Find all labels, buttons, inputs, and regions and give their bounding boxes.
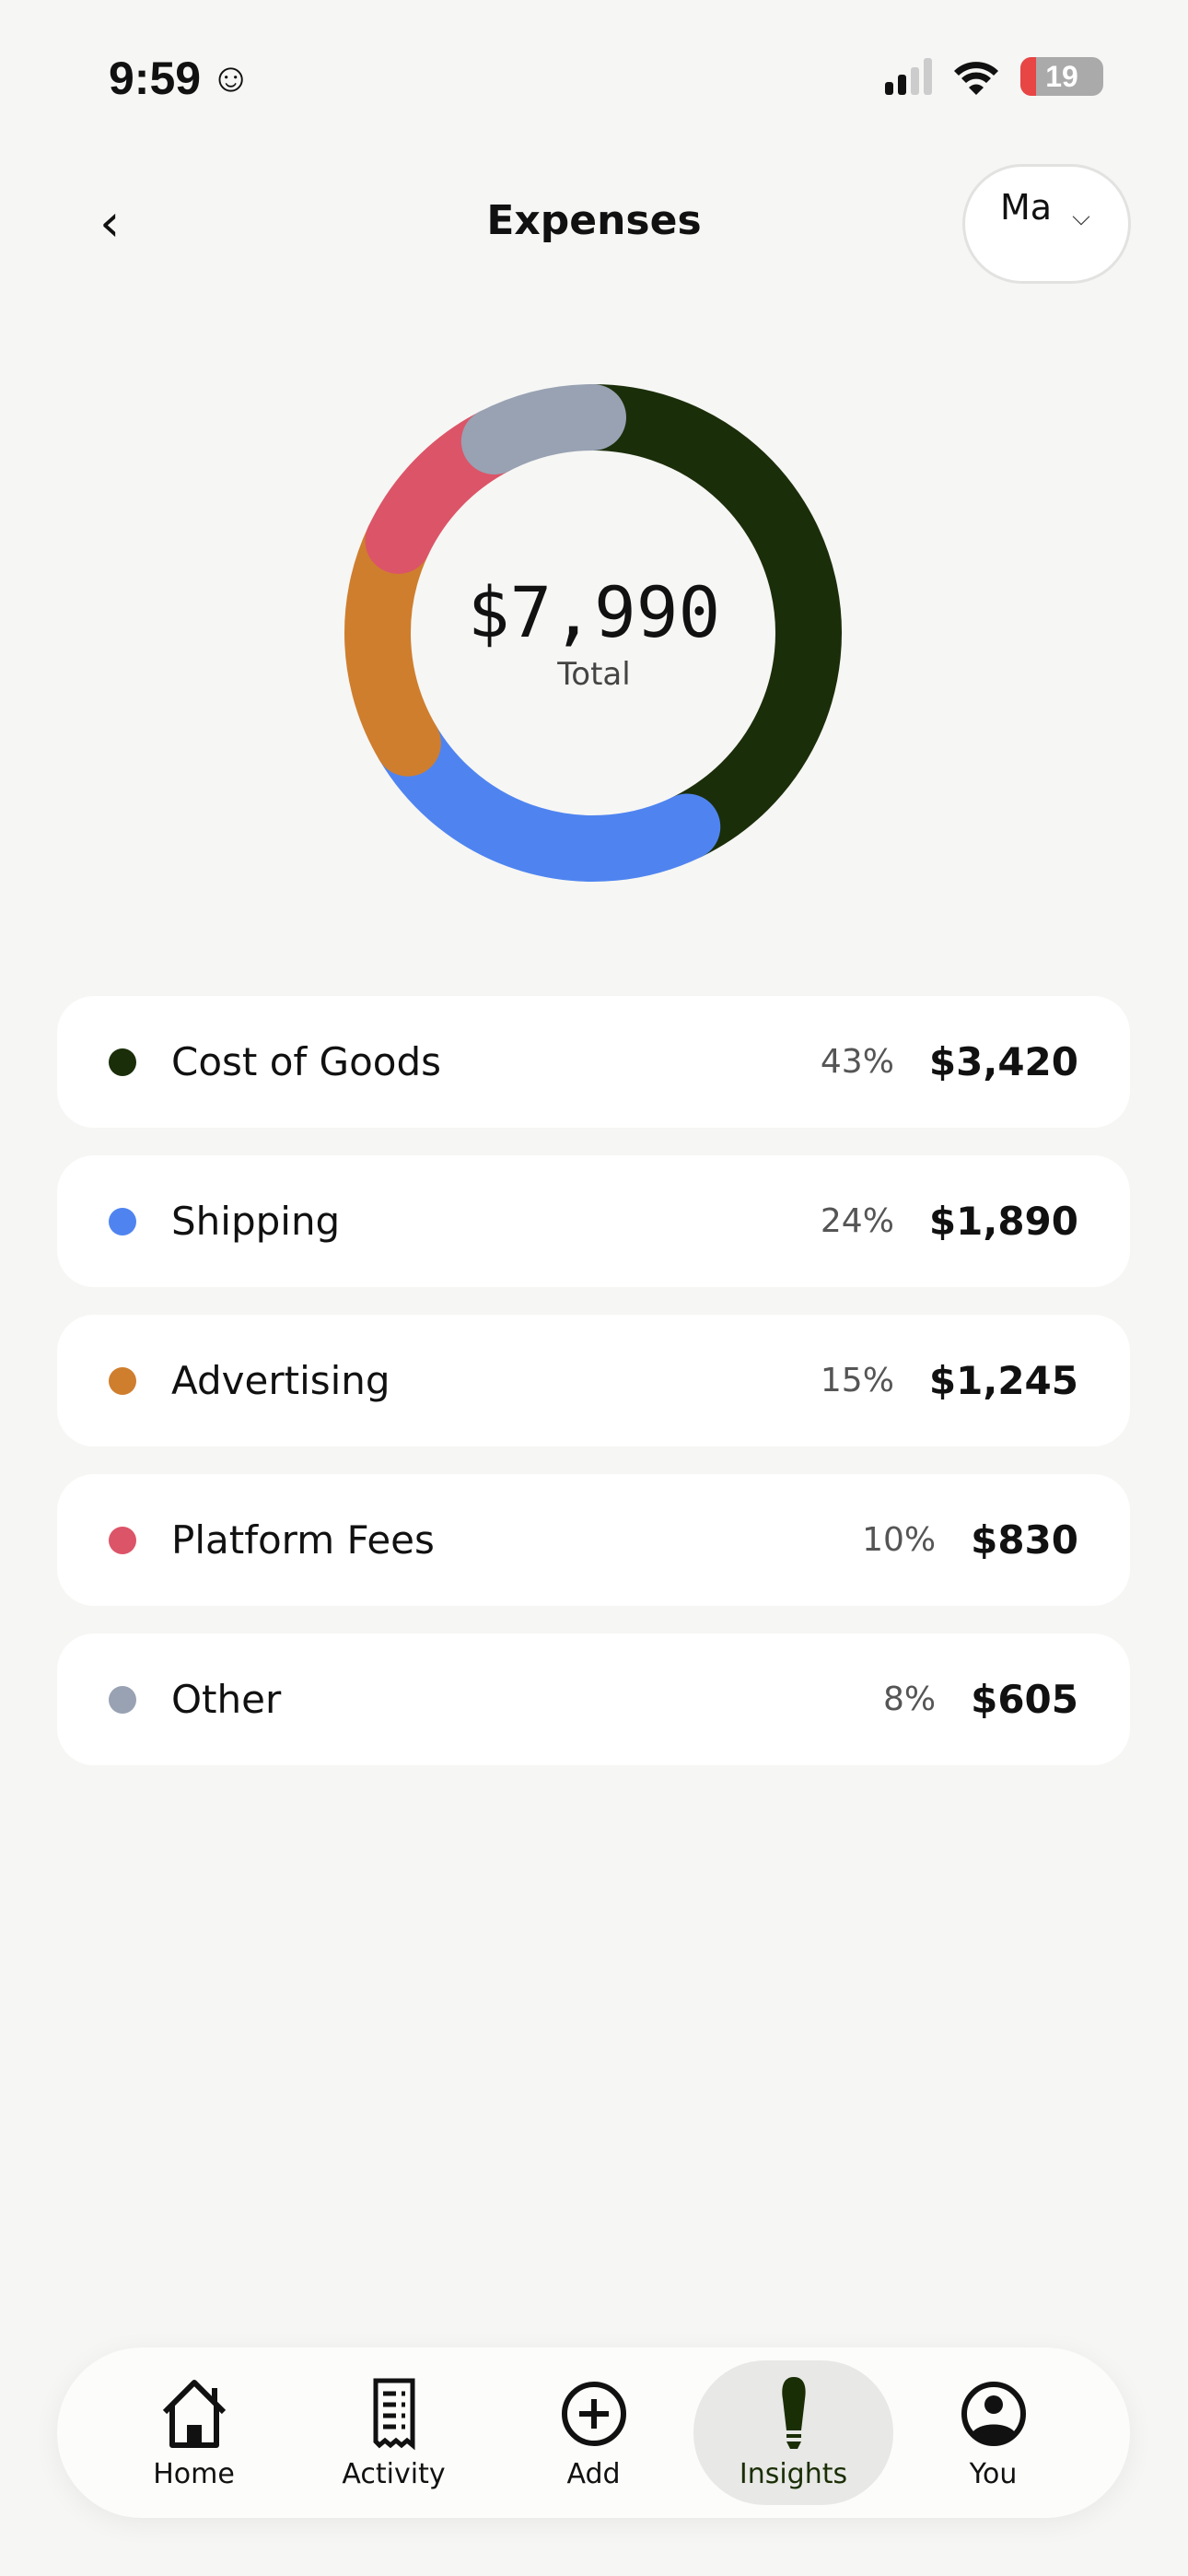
total-amount: $7,990 bbox=[467, 571, 721, 653]
tab-insights[interactable]: Insights bbox=[693, 2360, 893, 2505]
person-circle-icon bbox=[961, 2382, 1026, 2446]
month-value: Ma bbox=[1000, 187, 1053, 228]
chevron-down-icon: ⌵ bbox=[1072, 204, 1090, 231]
category-color-dot bbox=[109, 1048, 136, 1076]
category-color-dot bbox=[109, 1207, 136, 1235]
back-button[interactable]: ‹ bbox=[99, 193, 121, 253]
page-title: Expenses bbox=[486, 197, 702, 244]
expense-row[interactable]: Platform Fees 10% $830 bbox=[57, 1474, 1130, 1606]
tab-label: Home bbox=[153, 2458, 235, 2490]
category-label: Platform Fees bbox=[171, 1517, 435, 1563]
expense-row[interactable]: Shipping 24% $1,890 bbox=[57, 1155, 1130, 1287]
tab-label: Add bbox=[566, 2458, 621, 2490]
donut-segment-other bbox=[460, 384, 626, 474]
expense-row[interactable]: Cost of Goods 43% $3,420 bbox=[57, 996, 1130, 1128]
category-amount: $1,890 bbox=[928, 1199, 1078, 1244]
plus-circle-icon bbox=[561, 2382, 626, 2446]
category-label: Cost of Goods bbox=[171, 1039, 442, 1084]
tab-label: Insights bbox=[739, 2458, 848, 2490]
home-icon bbox=[162, 2380, 226, 2448]
tab-activity[interactable]: Activity bbox=[294, 2360, 494, 2505]
category-label: Other bbox=[171, 1677, 282, 1722]
time-text: 9:59 bbox=[109, 53, 202, 104]
total-label: Total bbox=[557, 656, 631, 693]
wifi-icon bbox=[954, 62, 998, 95]
category-percent: 8% bbox=[882, 1680, 937, 1718]
expenses-donut-chart bbox=[344, 384, 842, 882]
expense-row[interactable]: Other 8% $605 bbox=[57, 1633, 1130, 1765]
receipt-icon bbox=[373, 2378, 414, 2451]
category-percent: 10% bbox=[862, 1521, 937, 1559]
signal-icon bbox=[885, 58, 932, 95]
tab-add[interactable]: Add bbox=[494, 2360, 693, 2505]
category-amount: $1,245 bbox=[928, 1358, 1078, 1403]
category-color-dot bbox=[109, 1685, 136, 1714]
status-icons: 19 bbox=[885, 57, 1103, 96]
category-amount: $830 bbox=[971, 1517, 1078, 1563]
tab-label: Activity bbox=[342, 2458, 446, 2490]
tab-home[interactable]: Home bbox=[94, 2360, 294, 2505]
category-color-dot bbox=[109, 1366, 136, 1395]
donut-segment-shipping bbox=[374, 709, 721, 882]
smiley-icon: ☺ bbox=[210, 55, 252, 100]
category-label: Advertising bbox=[171, 1358, 390, 1403]
category-amount: $605 bbox=[971, 1677, 1078, 1722]
tab-you[interactable]: You bbox=[893, 2360, 1093, 2505]
category-color-dot bbox=[109, 1526, 136, 1554]
donut-segment-cost-of-goods bbox=[560, 384, 842, 861]
lightbulb-icon bbox=[781, 2377, 806, 2449]
category-amount: $3,420 bbox=[928, 1039, 1078, 1084]
tab-label: You bbox=[969, 2458, 1018, 2490]
status-time: 9:59 ☺ bbox=[109, 52, 251, 105]
category-percent: 43% bbox=[820, 1043, 894, 1081]
bottom-nav: Home Activity Add Insights You bbox=[57, 2348, 1130, 2518]
category-percent: 15% bbox=[820, 1362, 894, 1399]
month-dropdown[interactable]: Ma ⌵ bbox=[962, 164, 1131, 284]
battery-icon: 19 bbox=[1020, 57, 1103, 96]
category-label: Shipping bbox=[171, 1199, 341, 1244]
expense-row[interactable]: Advertising 15% $1,245 bbox=[57, 1315, 1130, 1446]
category-percent: 24% bbox=[820, 1202, 894, 1240]
